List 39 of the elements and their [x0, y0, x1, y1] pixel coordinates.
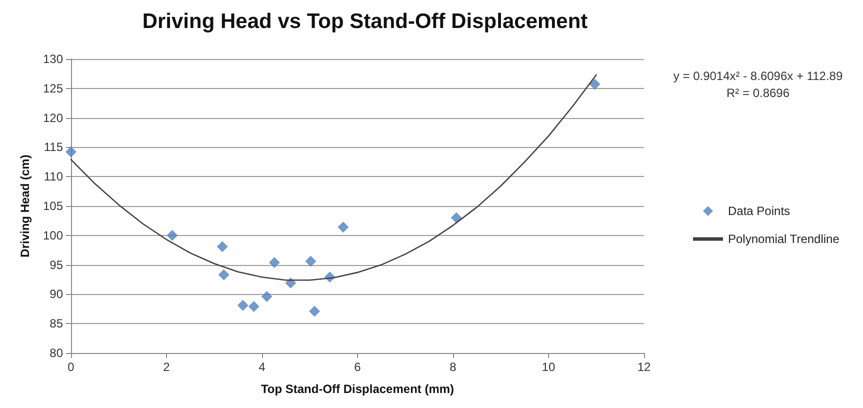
point — [166, 230, 178, 241]
text: R² = 0.8696 — [726, 86, 790, 100]
x-tick-label: 12 — [637, 360, 651, 374]
y-tick-label: 120 — [42, 110, 64, 125]
y-tick-label: 85 — [50, 316, 64, 331]
x-tick-label: 8 — [450, 360, 457, 374]
point — [268, 256, 280, 268]
x-tick-label: 10 — [542, 360, 556, 374]
point — [248, 301, 260, 312]
y-tick-label: 105 — [42, 199, 64, 213]
point — [589, 78, 600, 90]
y-tick-label: 100 — [42, 228, 64, 242]
x-tick-label: 0 — [68, 360, 75, 374]
y-tick-label: 130 — [42, 52, 64, 66]
chart-title: Driving Head vs Top Stand-Off Displacement — [142, 10, 588, 33]
x-tick-label: 4 — [258, 360, 266, 374]
point — [66, 146, 76, 158]
point — [309, 306, 320, 317]
x-tick-label: 6 — [354, 360, 362, 374]
y-tick-label: 115 — [44, 140, 64, 154]
x-axis-title: Top Stand-Off Displacement (mm) — [260, 382, 454, 396]
y-axis-title: Driving Head (cm) — [18, 154, 32, 258]
y-tick-label: 80 — [50, 346, 64, 360]
point — [285, 278, 296, 289]
point — [216, 241, 228, 252]
text: y = 0.9014x² - 8.6096x + 112.89 — [673, 69, 843, 83]
x-tick-label: 2 — [163, 360, 170, 374]
point — [338, 222, 349, 233]
y-tick-label: 110 — [44, 170, 64, 184]
legend-label: Data Points — [728, 204, 790, 218]
point — [237, 300, 248, 311]
legend-label: Polynomial Trendline — [728, 232, 840, 246]
y-tick-label: 90 — [50, 287, 64, 302]
point — [261, 291, 272, 302]
point — [218, 269, 230, 280]
y-tick-label: 95 — [50, 258, 64, 272]
y-tick-label: 125 — [42, 81, 64, 96]
point — [305, 256, 316, 267]
point — [450, 212, 462, 224]
